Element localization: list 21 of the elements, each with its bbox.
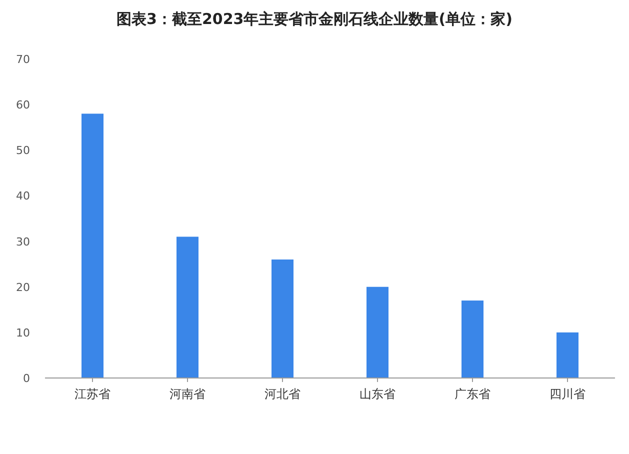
bar xyxy=(176,236,198,378)
y-tick-label: 0 xyxy=(23,372,30,385)
x-tick-label: 山东省 xyxy=(360,387,396,401)
x-tick-label: 广东省 xyxy=(454,387,490,401)
y-tick-label: 50 xyxy=(16,144,30,158)
bar xyxy=(366,286,388,378)
y-tick-label: 10 xyxy=(16,326,30,340)
x-tick-label: 河南省 xyxy=(170,387,206,401)
x-tick-label: 江苏省 xyxy=(74,387,110,401)
bar xyxy=(82,114,104,378)
x-tick-label: 河北省 xyxy=(264,387,300,401)
x-tick-label: 四川省 xyxy=(550,387,586,401)
y-tick-label: 70 xyxy=(16,53,30,66)
y-tick-label: 20 xyxy=(16,280,30,294)
bar xyxy=(556,332,578,378)
chart-title: 图表3：截至2023年主要省市金刚石线企业数量(单位：家) xyxy=(116,10,512,28)
y-tick-label: 30 xyxy=(16,235,30,248)
bar xyxy=(462,300,484,378)
y-tick-label: 60 xyxy=(16,98,30,112)
bar xyxy=(272,260,294,378)
y-tick-label: 40 xyxy=(16,190,30,203)
